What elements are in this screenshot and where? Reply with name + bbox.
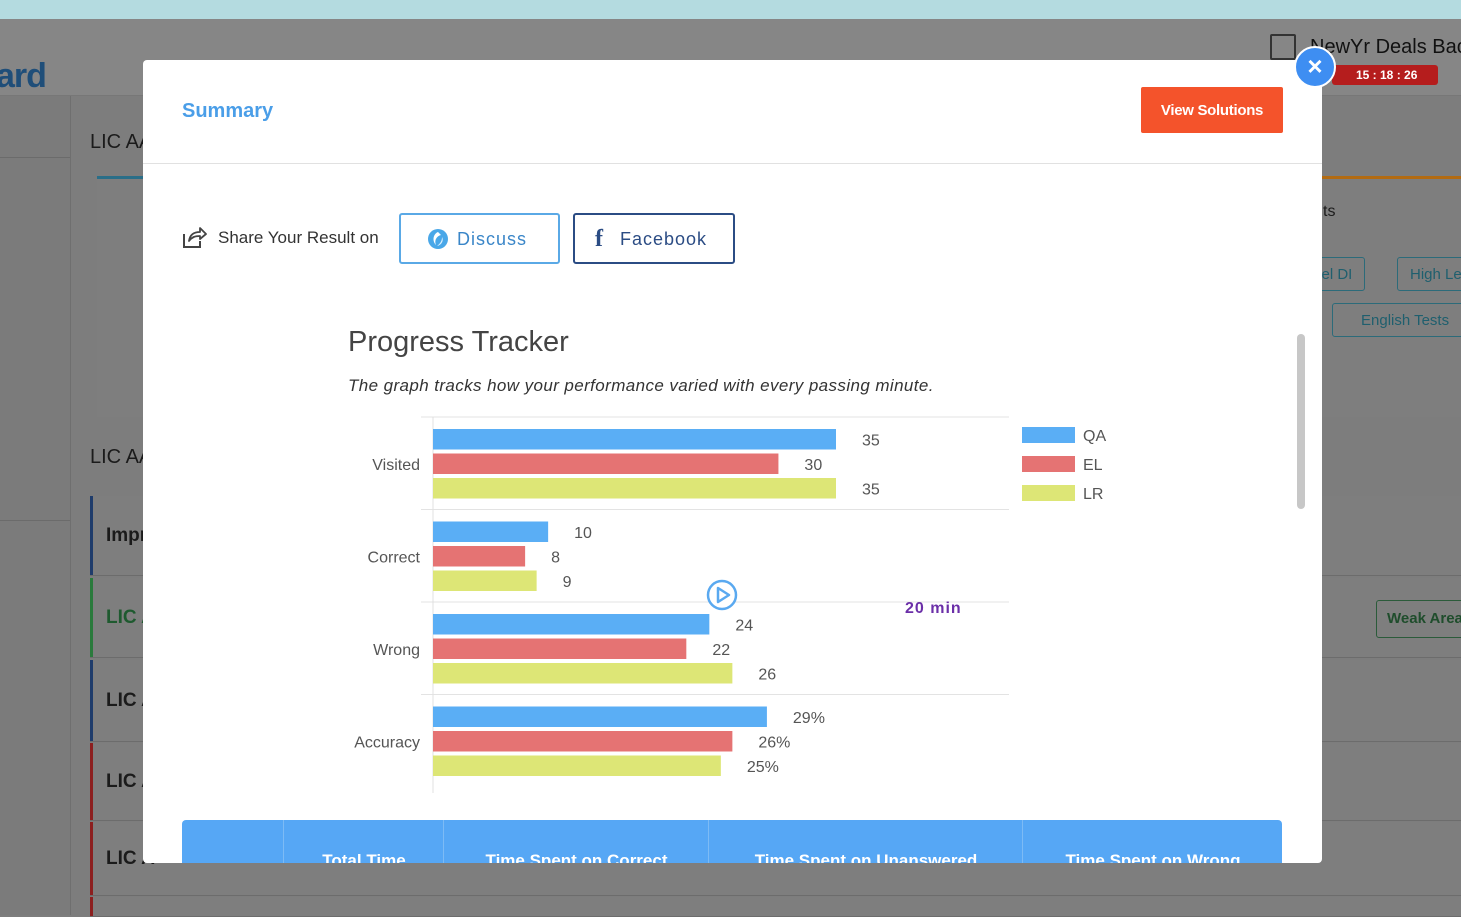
legend-swatch-lr [1022,485,1075,501]
table-header-cell: Time Spent on Correct [443,820,709,863]
timer-value: 15 : 18 : 26 [1356,68,1418,82]
row-accent [90,496,93,575]
time-table-header: Total Time Time Spent on Correct Time Sp… [182,820,1282,863]
weak-area-button[interactable]: Weak Area [1376,600,1461,638]
facebook-share-button[interactable]: f Facebook [573,213,735,264]
data-label: 35 [862,481,880,498]
time-marker-label: 20 min [905,600,962,617]
legend-swatch-el [1022,456,1075,472]
modal-scrollbar[interactable] [1297,334,1305,509]
row-accent [90,578,93,657]
row-title: LIC A [106,771,155,792]
bar-el [433,731,733,752]
bar-qa [433,614,710,635]
sidebar-divider [0,520,70,521]
modal-title: Summary [182,100,274,122]
category-label: Wrong [373,642,420,659]
sidebar [0,96,71,915]
data-label: 29% [793,710,825,727]
bar-qa [433,521,549,542]
gift-icon [1270,34,1296,60]
data-label: 26% [758,734,790,751]
card-accent-line [1297,176,1461,179]
data-label: 24 [735,617,753,634]
bar-lr [433,570,537,591]
view-solutions-button[interactable]: View Solutions [1141,87,1283,133]
legend-swatch-qa [1022,427,1075,443]
site-logo[interactable]: ard [0,57,47,95]
row-accent [90,822,93,895]
table-header-cell [182,820,283,863]
legend-label: EL [1083,457,1103,474]
data-label: 9 [563,574,572,591]
row-title: LIC A [106,690,155,711]
table-header-cell: Time Spent on Wrong [1022,820,1283,863]
progress-tracker-title: Progress Tracker [348,326,569,358]
bar-qa [433,429,836,450]
bar-el [433,453,779,474]
deals-banner[interactable]: NewYr Deals Bac 15 : 18 : 26 [1270,30,1461,90]
data-label: 30 [804,457,822,474]
legend-label: LR [1083,486,1103,503]
data-label: 26 [758,666,776,683]
deals-timer: 15 : 18 : 26 [1332,65,1438,85]
row-title: LIC A [106,607,155,628]
progress-tracker-subtitle: The graph tracks how your performance va… [348,376,934,395]
discuss-share-button[interactable]: Discuss [399,213,560,264]
progress-bar-chart: Visited 35 30 35 Correct 10 89 Wrong 24 22 26 Accur… [354,416,1106,793]
discuss-label: Discuss [457,229,528,249]
modal-header: Summary View Solutions [143,60,1322,164]
legend-label: QA [1083,428,1106,445]
category-label: Accuracy [354,734,420,751]
bar-lr [433,755,721,776]
row-accent [90,897,93,916]
bar-el [433,638,687,659]
row-accent [90,660,93,741]
discuss-icon [428,229,448,249]
row-title: Impr [106,525,148,546]
filter-pill[interactable]: High Le [1397,257,1461,291]
list-item[interactable] [90,897,1461,917]
bar-lr [433,478,836,499]
data-label: 8 [551,549,560,566]
row-accent [90,743,93,820]
close-modal-button[interactable]: × [1294,46,1336,88]
bar-el [433,546,526,567]
deals-text: NewYr Deals Bac [1310,36,1461,58]
top-banner-strip [0,0,1461,19]
facebook-icon: f [595,226,604,252]
table-header-cell: Total Time [283,820,444,863]
category-label: Visited [372,457,420,474]
section-title: LIC AA [90,131,153,153]
facebook-label: Facebook [620,229,708,249]
data-label: 22 [712,642,730,659]
table-header-cell: Time Spent on Unanswered [708,820,1023,863]
share-label: Share Your Result on [218,228,379,247]
filter-pill[interactable]: English Tests [1332,303,1461,337]
summary-modal: Summary View Solutions Share Your Result… [143,60,1322,863]
play-icon[interactable] [705,578,739,612]
bar-qa [433,706,767,727]
data-label: 25% [747,759,779,776]
row-title: LIC A [106,848,155,869]
share-icon [183,227,207,248]
data-label: 35 [862,432,880,449]
sidebar-divider [0,157,70,158]
bar-lr [433,663,733,684]
section-title: LIC AA [90,446,153,468]
card-tab-label: ts [1323,203,1336,220]
data-label: 10 [574,525,592,542]
category-label: Correct [368,549,421,566]
